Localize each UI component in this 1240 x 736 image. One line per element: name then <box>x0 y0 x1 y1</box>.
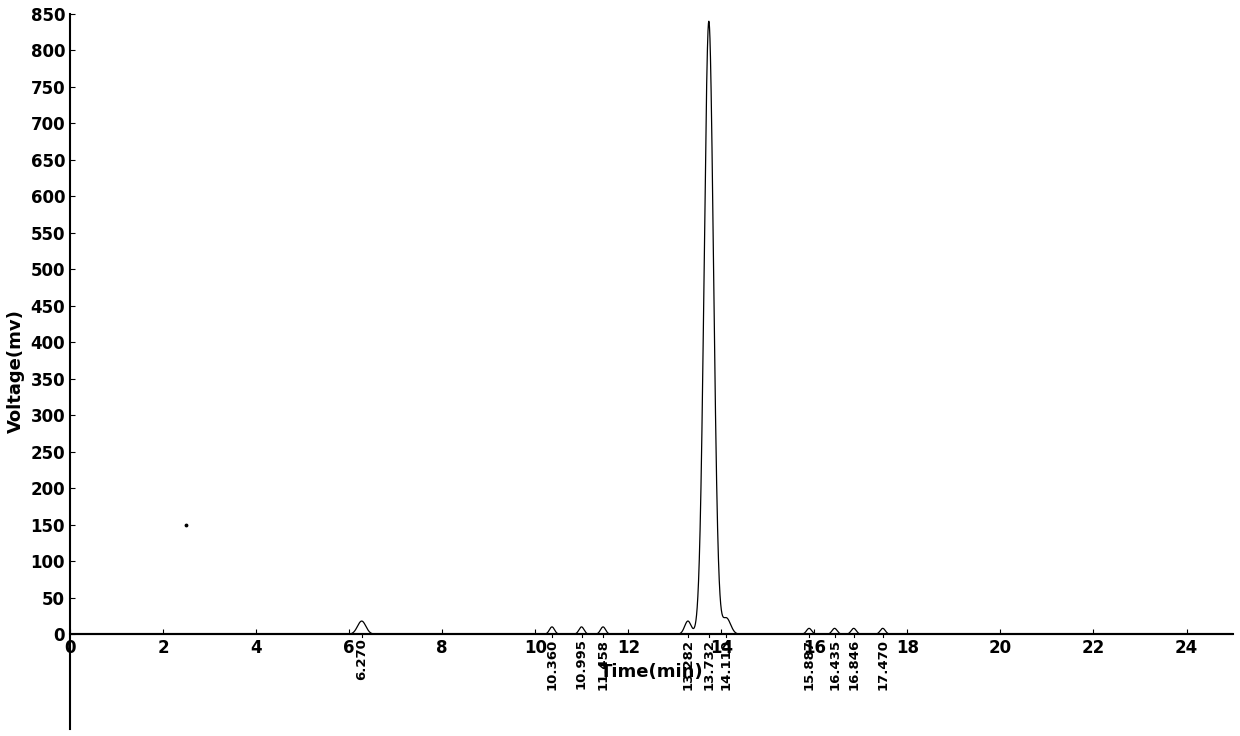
Text: 6.270: 6.270 <box>355 639 368 681</box>
Text: 10.995: 10.995 <box>575 639 588 690</box>
Text: 15.887: 15.887 <box>802 639 816 690</box>
Text: 16.846: 16.846 <box>847 639 861 690</box>
Text: 14.110: 14.110 <box>720 639 733 690</box>
Text: 13.282: 13.282 <box>682 639 694 690</box>
Y-axis label: Voltage(mv): Voltage(mv) <box>7 310 25 434</box>
Text: 17.470: 17.470 <box>877 639 889 690</box>
Text: 13.732: 13.732 <box>702 639 715 690</box>
X-axis label: Time(min): Time(min) <box>600 662 703 681</box>
Text: 16.435: 16.435 <box>828 639 841 690</box>
Text: 11.458: 11.458 <box>596 639 610 690</box>
Text: 10.360: 10.360 <box>546 639 558 690</box>
